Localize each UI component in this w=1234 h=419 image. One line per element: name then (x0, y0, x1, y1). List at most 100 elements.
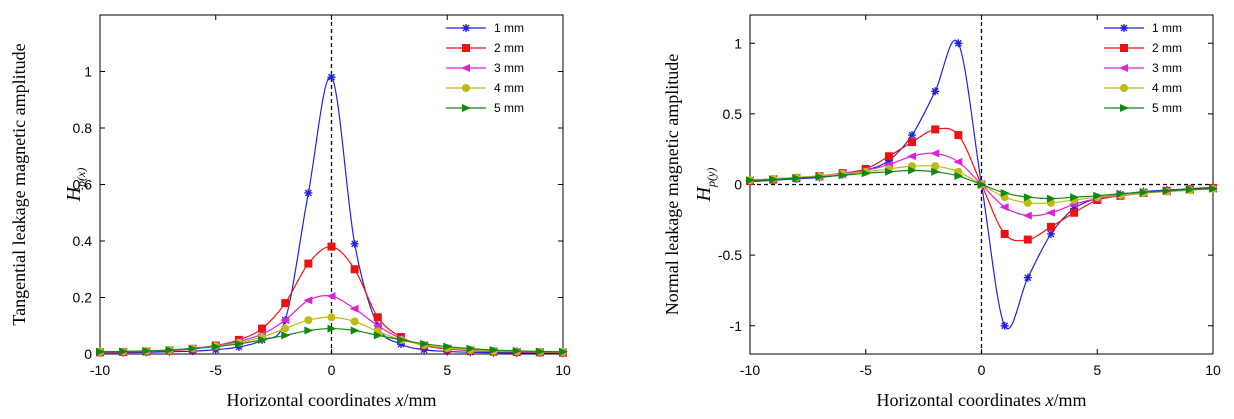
data-point (350, 265, 359, 274)
data-point (1022, 211, 1032, 220)
data-point (884, 152, 893, 161)
data-point (326, 292, 336, 301)
data-point (1023, 273, 1032, 282)
data-point (931, 167, 941, 176)
data-point (304, 326, 314, 335)
data-point (119, 347, 129, 356)
x-tick-label: -10 (740, 362, 760, 378)
data-point (1070, 193, 1080, 202)
legend-marker (1119, 64, 1128, 72)
data-point (304, 259, 313, 268)
data-point (953, 157, 963, 166)
data-point (931, 87, 940, 96)
chart-2: -10 -5 0 5 10 -1 -0.5 0 0.5 1 1 mm 2 mm 3 mm 4 mm 5 mm… (662, 14, 1221, 410)
data-point (908, 138, 917, 147)
legend-label: 4 mm (494, 81, 524, 95)
y-axis-label: Normal leakage magnetic amplitude (662, 54, 682, 315)
data-point (489, 346, 499, 355)
x-tick-label: 10 (1205, 362, 1221, 378)
data-point (188, 344, 198, 353)
x-tick-label: 0 (328, 362, 336, 378)
data-point (815, 172, 825, 181)
data-point (327, 324, 337, 333)
data-point (281, 324, 290, 333)
data-point (1209, 184, 1218, 193)
data-point (165, 346, 175, 355)
legend-label: 2 mm (1152, 41, 1182, 55)
y-axis-label: Tangential leakage magnetic amplitude (9, 43, 29, 325)
data-point (96, 347, 105, 356)
data-point (1070, 208, 1079, 217)
data-point (931, 162, 940, 171)
data-point (769, 175, 779, 184)
data-point (977, 180, 987, 189)
legend: 1 mm 2 mm 3 mm 4 mm 5 mm (1104, 21, 1182, 115)
legend-label: 3 mm (1152, 61, 1182, 75)
data-point (304, 188, 313, 197)
data-point (908, 131, 917, 140)
data-point (350, 317, 359, 326)
series-5-mm (96, 324, 568, 356)
x-tick-label: -5 (210, 362, 223, 378)
y-tick-label: 1 (84, 64, 92, 80)
data-point (1162, 186, 1172, 195)
legend-marker (462, 24, 470, 32)
legend-marker (462, 44, 470, 52)
legend-marker (1120, 44, 1128, 52)
data-point (396, 340, 405, 349)
y-tick-label: 1 (734, 35, 742, 51)
data-point (304, 316, 313, 325)
data-point (1045, 208, 1055, 217)
data-point (954, 39, 963, 48)
data-point (466, 344, 476, 353)
x-tick-label: 5 (443, 362, 451, 378)
y-axis-symbol: Hp(x) (63, 168, 88, 203)
data-point (373, 313, 382, 322)
data-point (1000, 188, 1010, 197)
data-point (420, 339, 430, 348)
data-point (746, 176, 755, 185)
data-point (420, 345, 429, 354)
data-point (350, 239, 359, 248)
data-point (349, 304, 359, 313)
x-tick-label: 10 (555, 362, 571, 378)
data-point (372, 321, 382, 330)
legend-marker (1120, 104, 1129, 112)
x-tick-label: -5 (860, 362, 873, 378)
data-point (908, 166, 918, 175)
data-point (1093, 191, 1103, 200)
legend-marker (1120, 84, 1128, 92)
data-point (234, 342, 243, 351)
y-tick-label: 0.6 (73, 177, 93, 193)
y-tick-label: 0 (734, 177, 742, 193)
series-5-mm (746, 166, 1218, 203)
data-point (327, 73, 336, 82)
x-tick-label: 5 (1093, 362, 1101, 378)
data-point (211, 342, 221, 351)
data-point (512, 346, 522, 355)
data-point (1070, 204, 1079, 213)
x-axis-label: Horizontal coordinates x/mm (227, 390, 437, 410)
data-point (907, 152, 917, 161)
x-tick-label: -10 (90, 362, 110, 378)
y-tick-label: 0.2 (73, 290, 93, 306)
data-point (234, 339, 244, 348)
legend-label: 1 mm (494, 21, 524, 35)
y-tick-label: 0.4 (73, 233, 93, 249)
data-point (1023, 193, 1033, 202)
legend: 1 mm 2 mm 3 mm 4 mm 5 mm (446, 21, 524, 115)
x-tick-label: 0 (978, 362, 986, 378)
data-point (884, 156, 893, 165)
data-point (327, 313, 336, 322)
legend-label: 4 mm (1152, 81, 1182, 95)
data-point (1185, 185, 1195, 194)
data-point (258, 335, 268, 344)
legend-marker (462, 104, 471, 112)
data-point (999, 203, 1009, 212)
data-point (930, 149, 940, 158)
legend-marker (462, 84, 470, 92)
data-point (1116, 189, 1126, 198)
data-point (861, 169, 871, 178)
data-point (1000, 229, 1009, 238)
